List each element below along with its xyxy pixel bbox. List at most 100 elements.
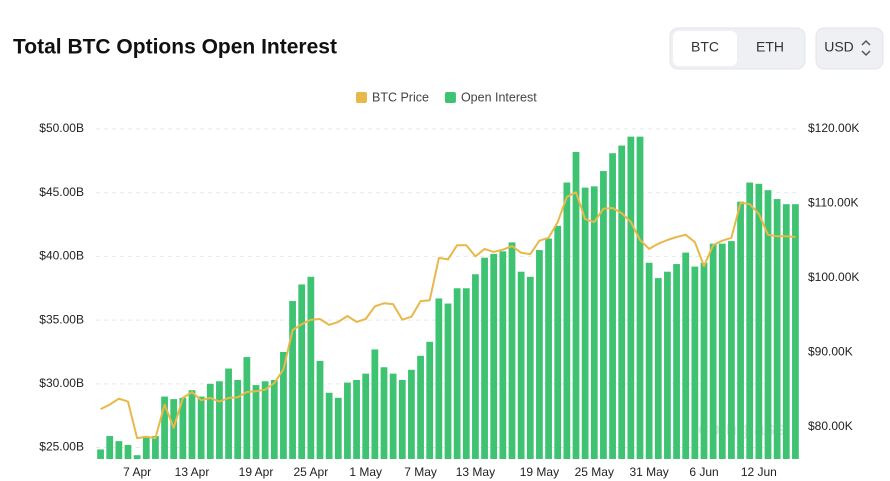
bar	[115, 441, 123, 459]
y-tick-label: $50.00B	[39, 121, 84, 135]
x-tick-label: 1 May	[349, 465, 382, 479]
bar	[746, 182, 754, 459]
bar	[481, 257, 488, 459]
bar	[97, 449, 104, 459]
bar	[344, 382, 351, 459]
bar	[435, 298, 443, 459]
y-tick-label: $25.00B	[39, 440, 84, 454]
legend-label: Open Interest	[461, 90, 537, 104]
price-line	[100, 191, 796, 440]
x-tick-label: 12 Jun	[741, 465, 777, 479]
bar	[197, 396, 205, 459]
bar	[170, 399, 178, 459]
bar	[654, 278, 662, 459]
bar	[389, 373, 397, 459]
bar	[261, 381, 269, 459]
bar	[179, 397, 187, 459]
bar	[152, 436, 159, 459]
bar	[316, 360, 324, 459]
legend: BTC Price Open Interest	[356, 90, 537, 104]
bar	[664, 271, 671, 459]
bar	[280, 351, 287, 459]
bar	[216, 381, 223, 459]
bar	[380, 367, 388, 459]
x-tick-label: 31 May	[629, 465, 668, 479]
x-tick-label: 13 Apr	[175, 465, 210, 479]
bar	[609, 153, 616, 459]
bar	[188, 390, 196, 459]
bar	[590, 186, 598, 459]
bar	[600, 171, 607, 459]
bar	[289, 301, 296, 459]
currency-select[interactable]	[815, 27, 884, 70]
x-tick-label: 6 Jun	[689, 465, 718, 479]
bar	[124, 444, 132, 459]
bar	[490, 253, 498, 459]
bar	[572, 151, 580, 459]
bar	[508, 242, 516, 459]
y-tick-label: $45.00B	[39, 185, 84, 199]
bar	[453, 288, 461, 459]
bar	[554, 225, 562, 459]
y-tick-label: $35.00B	[39, 312, 84, 326]
bar	[682, 252, 690, 459]
asset-btc-button[interactable]	[673, 31, 737, 66]
bar	[234, 380, 242, 459]
x-tick-label: 7 May	[404, 465, 437, 479]
x-tick-label: 25 Apr	[294, 465, 329, 479]
bar	[691, 266, 699, 459]
chart-title: Total BTC Options Open Interest	[13, 36, 337, 59]
legend-label: BTC Price	[372, 90, 429, 104]
bar	[636, 136, 644, 460]
bar	[106, 436, 114, 459]
chevron-icon	[861, 39, 871, 57]
y2-tick-label: $80.00K	[808, 419, 853, 433]
bar	[243, 357, 251, 459]
bar	[444, 303, 452, 459]
bar	[252, 385, 260, 459]
bar	[362, 373, 370, 459]
bar	[755, 183, 763, 459]
bar	[206, 383, 214, 459]
x-tick-label: 13 May	[456, 465, 495, 479]
y2-tick-label: $90.00K	[808, 345, 853, 359]
bar	[472, 274, 479, 459]
bar	[709, 243, 717, 459]
bar	[298, 284, 306, 459]
bar	[627, 136, 635, 460]
bar	[408, 369, 415, 459]
bar	[563, 182, 571, 459]
y2-tick-label: $110.00K	[808, 196, 859, 210]
bar	[371, 349, 379, 459]
bar	[142, 436, 150, 459]
bar	[764, 190, 772, 459]
x-tick-label: 7 Apr	[123, 465, 151, 479]
bar	[645, 262, 653, 459]
bar	[792, 204, 799, 459]
asset-eth-label[interactable]: ETH	[756, 39, 784, 55]
bar	[499, 251, 507, 459]
bar	[718, 243, 726, 459]
x-tick-label: 19 May	[520, 465, 559, 479]
bar	[462, 288, 470, 459]
legend-swatch	[444, 92, 456, 103]
bar	[581, 187, 589, 459]
x-tick-label: 25 May	[575, 465, 614, 479]
bar	[225, 368, 232, 459]
bar	[545, 238, 552, 459]
bar	[782, 204, 790, 459]
y-tick-label: $30.00B	[39, 376, 84, 390]
legend-swatch	[356, 92, 367, 103]
bar	[673, 264, 680, 459]
bar	[334, 397, 342, 459]
currency-label[interactable]: USD	[824, 39, 854, 55]
bar	[700, 262, 708, 459]
bar	[325, 392, 333, 459]
bar	[618, 145, 626, 459]
asset-btc-label[interactable]: BTC	[691, 39, 719, 55]
bar	[737, 201, 744, 459]
y2-tick-label: $100.00K	[808, 270, 859, 284]
bar	[133, 455, 141, 459]
bar	[270, 380, 278, 459]
